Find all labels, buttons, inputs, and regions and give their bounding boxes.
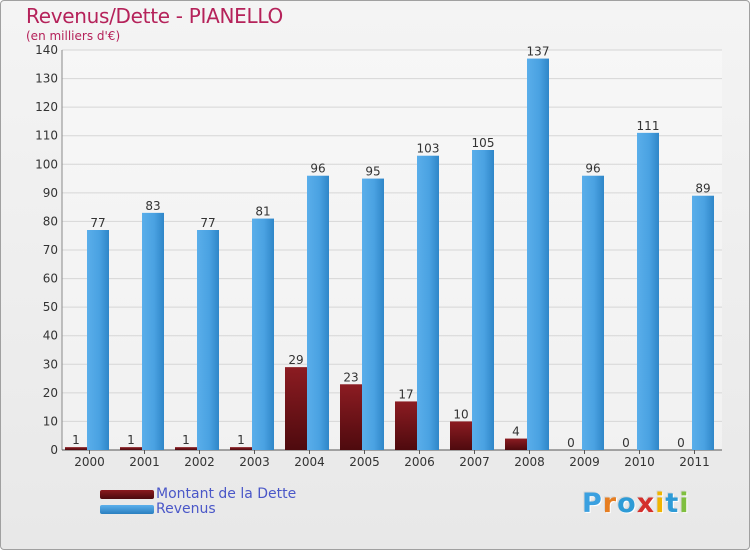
data-label-debt: 23 — [343, 370, 358, 384]
legend-item-debt: Montant de la Dette — [100, 486, 296, 502]
y-tick-label: 120 — [35, 100, 58, 114]
x-tick-label: 2003 — [239, 455, 270, 469]
x-tick-label: 2004 — [294, 455, 325, 469]
x-tick-label: 2006 — [404, 455, 435, 469]
bar-revenue — [197, 230, 219, 450]
x-tick-label: 2002 — [184, 455, 215, 469]
x-tick-label: 2008 — [514, 455, 545, 469]
data-label-debt: 10 — [453, 407, 468, 421]
x-tick-label: 2007 — [459, 455, 490, 469]
bar-debt — [340, 384, 362, 450]
logo-letter: P — [582, 488, 603, 519]
legend-swatch-revenue — [100, 504, 154, 514]
logo-letter: i — [679, 488, 690, 519]
bar-revenue — [527, 58, 549, 450]
bar-revenue — [87, 230, 109, 450]
data-label-debt: 0 — [567, 436, 575, 450]
y-tick-label: 30 — [43, 357, 58, 371]
y-tick-label: 110 — [35, 129, 58, 143]
y-tick-label: 130 — [35, 72, 58, 86]
x-tick-label: 2009 — [569, 455, 600, 469]
data-label-debt: 17 — [398, 387, 413, 401]
proxiti-logo: Proxiti — [582, 488, 690, 519]
logo-letter: i — [655, 488, 666, 519]
data-label-revenue: 77 — [90, 216, 105, 230]
y-tick-label: 60 — [43, 272, 58, 286]
bar-revenue — [362, 178, 384, 451]
data-label-revenue: 96 — [585, 162, 600, 176]
chart-title: Revenus/Dette - PIANELLO — [26, 4, 283, 28]
logo-letter: r — [602, 488, 618, 519]
data-label-revenue: 81 — [255, 205, 270, 219]
chart-subtitle: (en milliers d'€) — [26, 29, 121, 43]
data-label-debt: 4 — [512, 425, 520, 439]
x-tick-label: 2000 — [74, 455, 105, 469]
y-tick-label: 100 — [35, 157, 58, 171]
y-tick-label: 80 — [43, 214, 58, 228]
bar-revenue — [252, 218, 274, 450]
bar-debt — [120, 447, 142, 450]
data-label-debt: 1 — [127, 433, 135, 447]
bar-revenue — [417, 155, 439, 450]
data-label-debt: 1 — [182, 433, 190, 447]
data-label-debt: 1 — [237, 433, 245, 447]
y-tick-label: 140 — [35, 43, 58, 57]
bar-debt — [65, 447, 87, 450]
bar-revenue — [307, 175, 329, 450]
data-label-debt: 29 — [288, 353, 303, 367]
y-tick-label: 20 — [43, 386, 58, 400]
bar-debt — [285, 367, 307, 450]
bar-revenue — [472, 150, 494, 450]
data-label-revenue: 77 — [200, 216, 215, 230]
legend-label-revenue: Revenus — [156, 501, 216, 517]
data-label-revenue: 89 — [695, 182, 710, 196]
data-label-revenue: 105 — [472, 136, 495, 150]
bar-debt — [230, 447, 252, 450]
logo-letter: x — [636, 488, 656, 519]
legend-label-debt: Montant de la Dette — [156, 486, 297, 502]
x-tick-label: 2001 — [129, 455, 160, 469]
data-label-revenue: 83 — [145, 199, 160, 213]
bar-revenue — [582, 175, 604, 450]
bar-revenue — [637, 132, 659, 450]
bar-revenue — [692, 195, 714, 450]
bar-debt — [395, 401, 417, 450]
x-tick-label: 2010 — [624, 455, 655, 469]
y-tick-label: 50 — [43, 300, 58, 314]
data-label-debt: 1 — [72, 433, 80, 447]
legend-swatch-debt — [100, 489, 154, 499]
data-label-debt: 0 — [622, 436, 630, 450]
data-label-revenue: 103 — [417, 142, 440, 156]
data-label-debt: 0 — [677, 436, 685, 450]
data-label-revenue: 137 — [527, 45, 550, 59]
x-tick-label: 2011 — [679, 455, 710, 469]
data-label-revenue: 111 — [637, 119, 660, 133]
bar-revenue — [142, 212, 164, 450]
logo-letter: t — [665, 488, 680, 519]
data-label-revenue: 96 — [310, 162, 325, 176]
y-tick-label: 10 — [43, 414, 58, 428]
data-label-revenue: 95 — [365, 165, 380, 179]
y-tick-label: 90 — [43, 186, 58, 200]
bar-debt — [505, 438, 527, 450]
bar-debt — [175, 447, 197, 450]
bar-debt — [450, 421, 472, 450]
y-tick-label: 0 — [50, 443, 58, 457]
x-tick-label: 2005 — [349, 455, 380, 469]
y-tick-label: 40 — [43, 329, 58, 343]
logo-letter: o — [617, 488, 637, 519]
y-tick-label: 70 — [43, 243, 58, 257]
legend-item-revenue: Revenus — [100, 501, 216, 517]
